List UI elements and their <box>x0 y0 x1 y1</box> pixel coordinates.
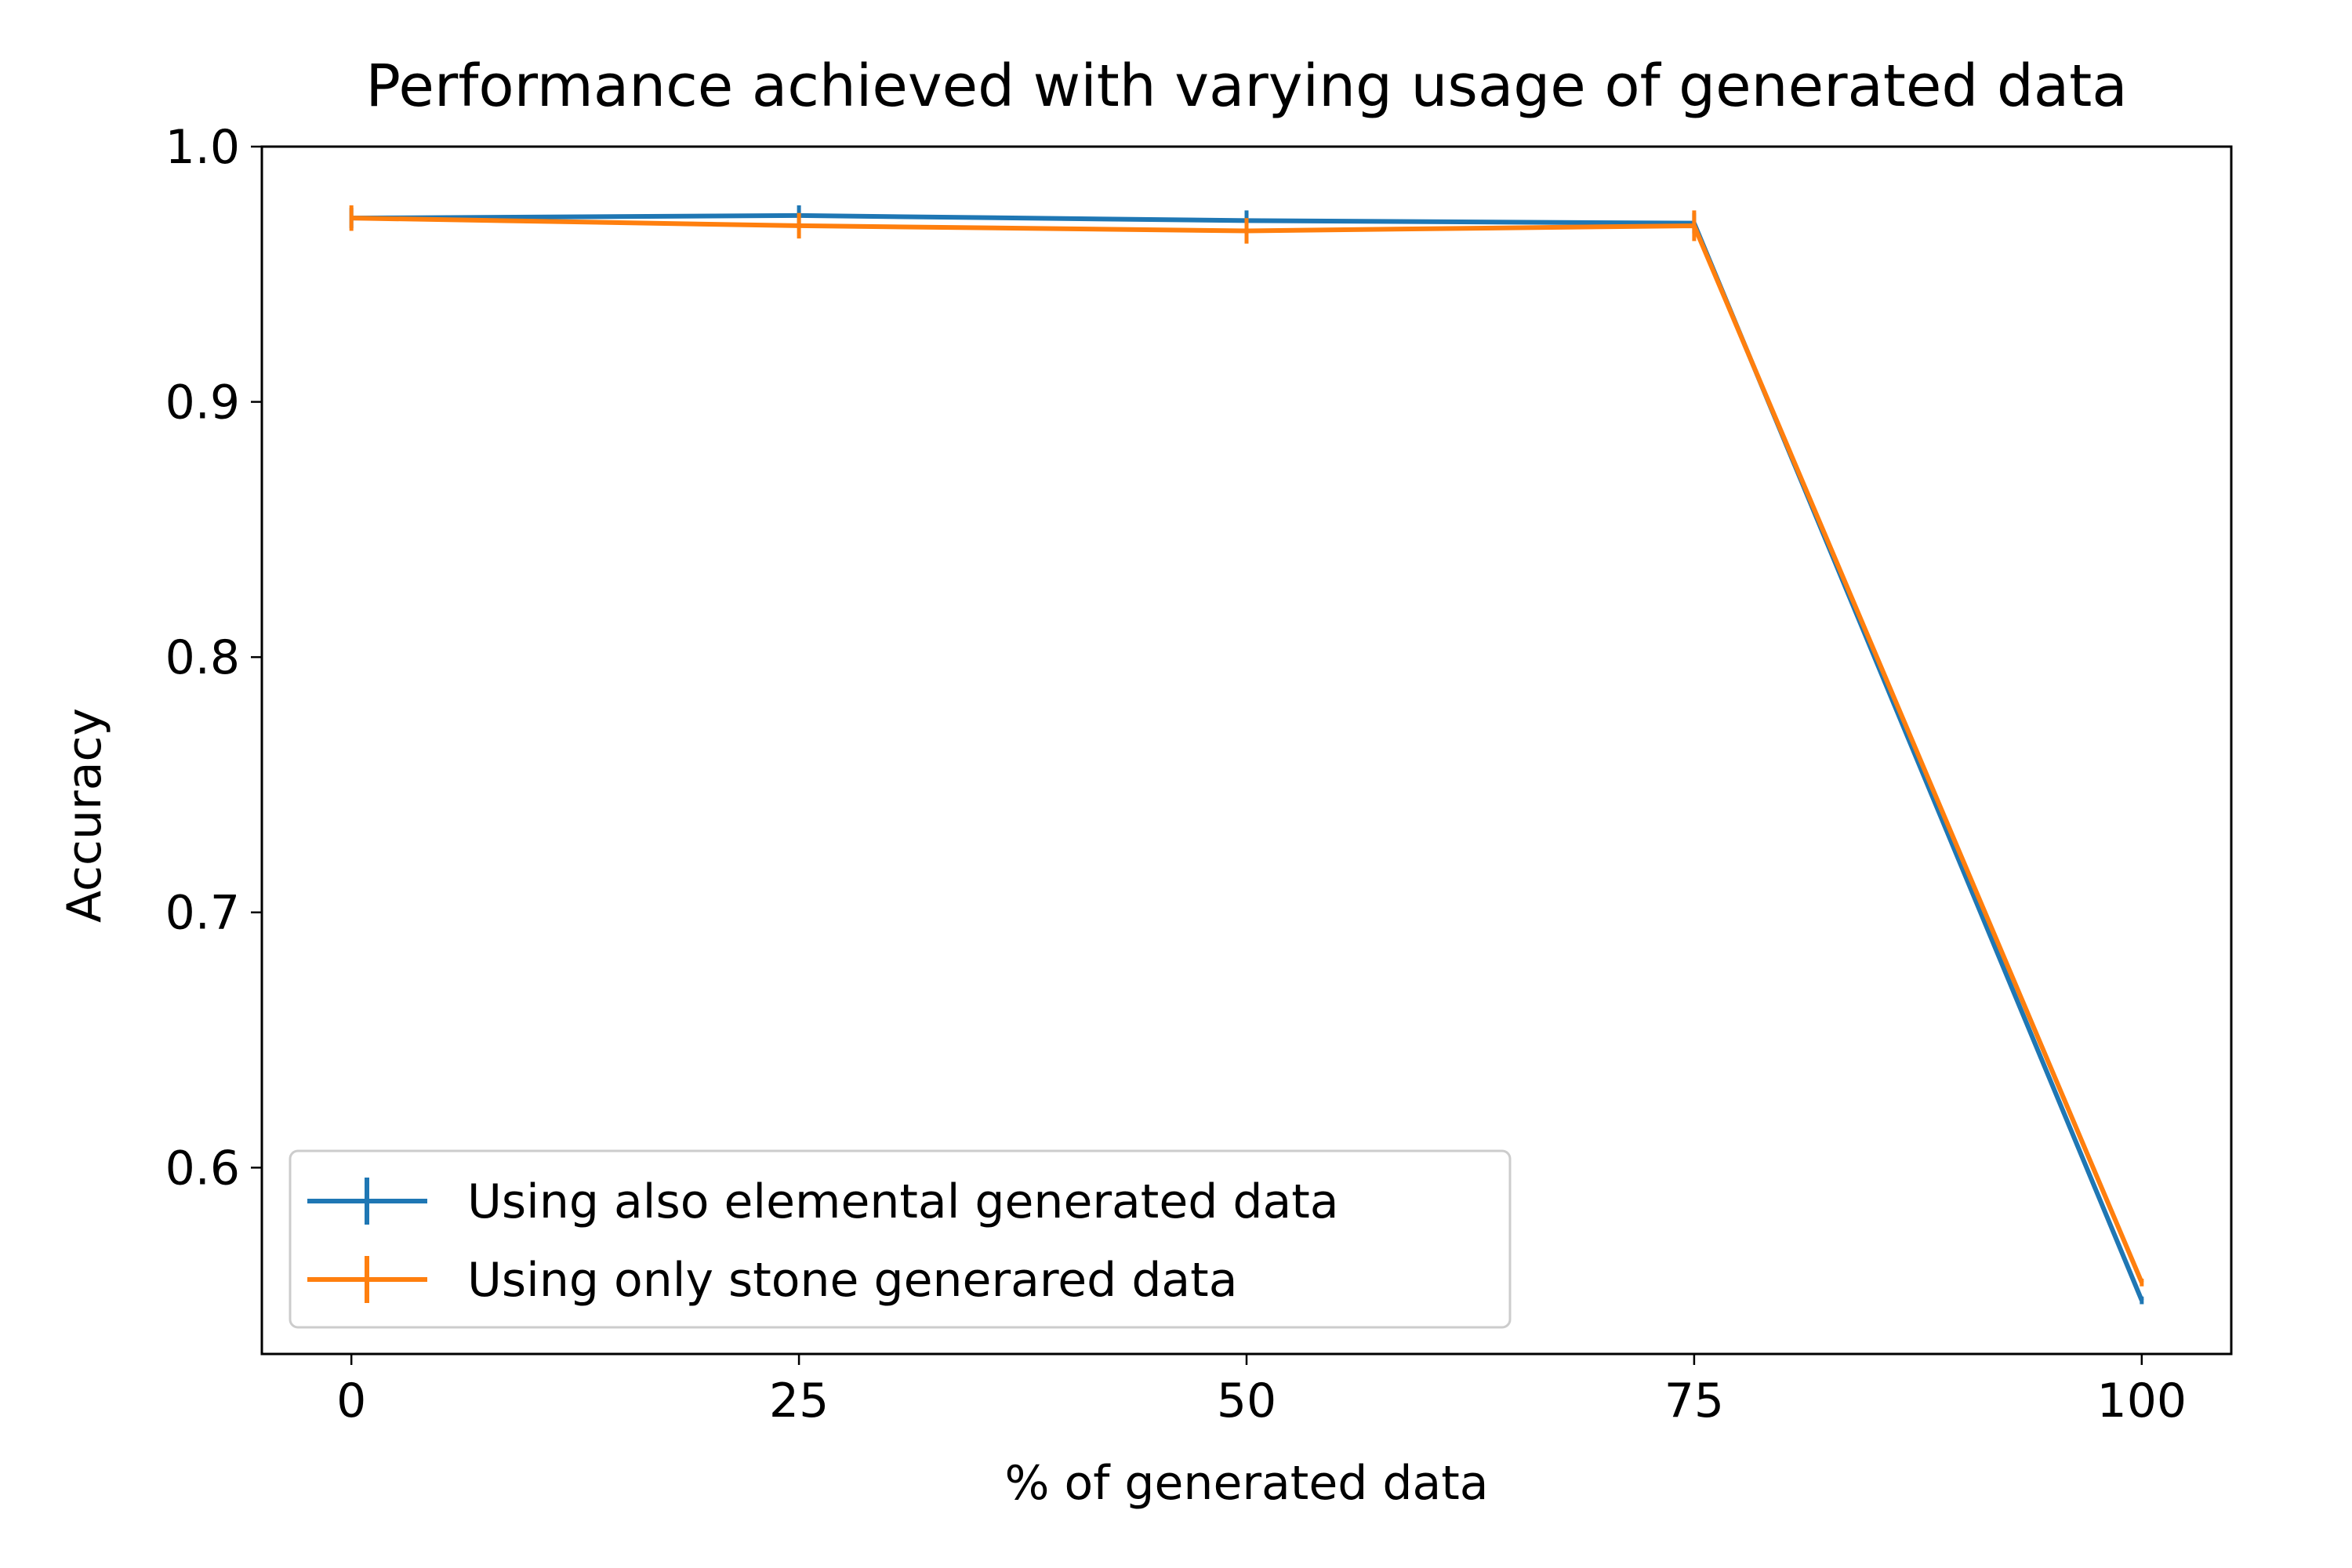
legend-label: Using only stone generared data <box>467 1253 1237 1308</box>
series-2 <box>349 205 2144 1287</box>
x-tick-label: 25 <box>769 1374 829 1428</box>
y-tick-label: 0.7 <box>165 886 240 941</box>
x-tick-label: 100 <box>2097 1374 2187 1428</box>
chart-title: Performance achieved with varying usage … <box>365 53 2127 120</box>
x-tick-label: 75 <box>1664 1374 1724 1428</box>
series-layer <box>349 205 2144 1305</box>
legend-label: Using also elemental generated data <box>467 1174 1339 1229</box>
legend: Using also elemental generated data Using… <box>289 1149 1512 1329</box>
x-tick-label: 0 <box>336 1374 366 1428</box>
y-tick-label: 0.6 <box>165 1141 240 1196</box>
y-axis-ticks: 0.6 0.7 0.8 0.9 1.0 <box>165 120 262 1196</box>
y-tick-label: 0.8 <box>165 630 240 685</box>
legend-entries: Using also elemental generated data Using… <box>307 1174 1339 1308</box>
x-axis-ticks: 0 25 50 75 100 <box>336 1354 2187 1428</box>
plot-area-frame <box>260 145 2233 1356</box>
x-tick-label: 50 <box>1217 1374 1276 1428</box>
legend-box <box>289 1149 1512 1329</box>
y-tick-label: 1.0 <box>165 120 240 175</box>
y-tick-label: 0.9 <box>165 376 240 430</box>
y-axis-label: Accuracy <box>57 708 112 923</box>
x-axis-label: % of generated data <box>1004 1456 1488 1511</box>
